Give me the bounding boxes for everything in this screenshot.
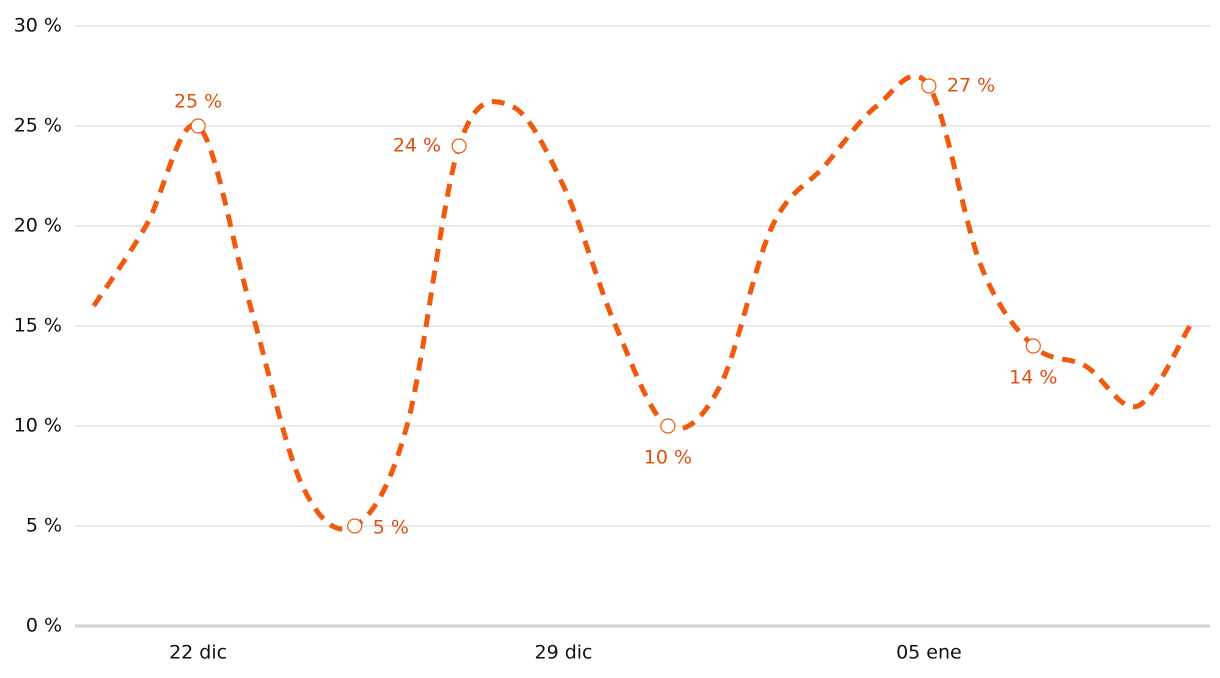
value-label: 14 % (1009, 367, 1057, 389)
point-marker (660, 418, 676, 434)
x-tick-label: 22 dic (169, 642, 227, 664)
point-marker (451, 138, 467, 154)
point-marker (347, 518, 363, 534)
value-label: 10 % (644, 447, 692, 469)
value-label: 27 % (947, 75, 995, 97)
value-label: 25 % (174, 91, 222, 113)
point-marker (1025, 338, 1041, 354)
x-tick-label: 05 ene (896, 642, 962, 664)
y-tick-label: 20 % (14, 215, 62, 237)
value-label: 24 % (393, 135, 441, 157)
y-tick-label: 10 % (14, 415, 62, 437)
y-tick-label: 30 % (14, 15, 62, 37)
y-tick-label: 15 % (14, 315, 62, 337)
point-marker (921, 78, 937, 94)
y-tick-label: 5 % (26, 515, 62, 537)
x-tick-label: 29 dic (534, 642, 592, 664)
point-marker (190, 118, 206, 134)
y-tick-label: 25 % (14, 115, 62, 137)
y-tick-label: 0 % (26, 615, 62, 637)
value-label: 5 % (373, 517, 409, 539)
series-line (91, 73, 1193, 532)
